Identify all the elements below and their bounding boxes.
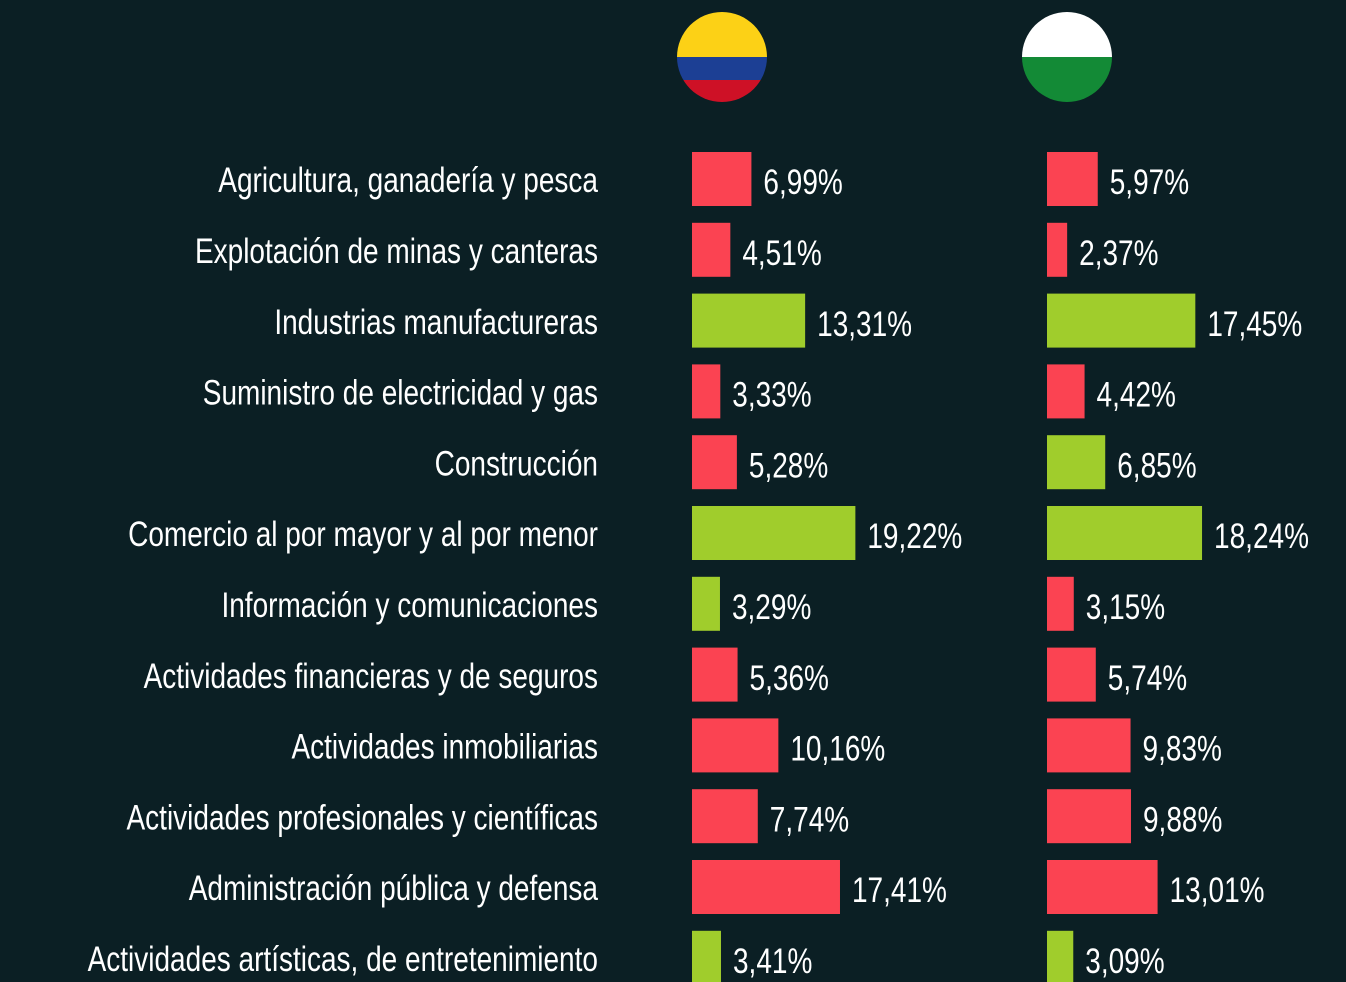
bar [692, 718, 779, 773]
bar [692, 789, 758, 844]
value-label: 6,85% [1117, 445, 1196, 485]
bar [1047, 293, 1196, 348]
value-label: 5,36% [750, 658, 829, 698]
category-label: Industrias manufactureras [274, 302, 598, 342]
value-label: 4,42% [1097, 375, 1176, 415]
value-label: 7,74% [770, 799, 849, 839]
bar [692, 860, 840, 914]
category-label: Agricultura, ganadería y pesca [218, 160, 598, 200]
value-label: 9,88% [1143, 799, 1222, 839]
category-label: Actividades financieras y de seguros [144, 656, 598, 696]
value-label: 3,15% [1086, 587, 1165, 627]
value-label: 5,28% [749, 445, 828, 485]
bar [692, 930, 721, 982]
value-label: 4,51% [742, 233, 821, 273]
bar [692, 647, 738, 702]
value-label: 9,83% [1143, 729, 1222, 769]
flag-colombia [677, 12, 767, 102]
bar [692, 364, 721, 419]
bar [1047, 647, 1096, 702]
value-label: 3,33% [732, 375, 811, 415]
bar [1047, 718, 1131, 773]
value-label: 13,01% [1170, 870, 1265, 910]
category-label: Explotación de minas y canteras [195, 231, 598, 271]
bar [1047, 364, 1085, 419]
value-label: 19,22% [867, 516, 962, 556]
value-label: 3,41% [733, 941, 812, 981]
value-label: 10,16% [790, 729, 885, 769]
category-label: Construcción [435, 443, 598, 483]
bar [1047, 789, 1131, 844]
value-label: 5,97% [1110, 162, 1189, 202]
bar [1047, 222, 1068, 277]
value-label: 6,99% [763, 162, 842, 202]
bar [692, 435, 737, 490]
category-label: Comercio al por mayor y al por menor [128, 514, 598, 554]
value-label: 5,74% [1108, 658, 1187, 698]
bar [1047, 860, 1158, 914]
bar [1047, 152, 1098, 206]
value-label: 3,29% [732, 587, 811, 627]
bar [692, 506, 856, 560]
value-label: 17,41% [852, 870, 947, 910]
bar [692, 293, 806, 348]
value-label: 13,31% [817, 304, 912, 344]
labels: Agricultura, ganadería y pesca Explotació… [88, 160, 1309, 981]
category-label: Suministro de electricidad y gas [203, 373, 598, 413]
bar [1047, 576, 1074, 631]
value-label: 17,45% [1207, 304, 1302, 344]
bar [1047, 506, 1203, 560]
value-label: 2,37% [1079, 233, 1158, 273]
bar [692, 222, 731, 277]
bar [1047, 435, 1106, 490]
category-label: Administración pública y defensa [189, 868, 599, 908]
flag-region [1022, 12, 1112, 102]
value-label: 18,24% [1214, 516, 1309, 556]
bar [692, 576, 720, 631]
category-label: Actividades artísticas, de entretenimien… [88, 939, 598, 979]
value-label: 3,09% [1085, 941, 1164, 981]
category-label: Información y comunicaciones [221, 585, 598, 625]
category-label: Actividades profesionales y científicas [127, 797, 598, 837]
category-label: Actividades inmobiliarias [291, 727, 598, 767]
bar [692, 152, 752, 206]
bar [1047, 930, 1074, 982]
